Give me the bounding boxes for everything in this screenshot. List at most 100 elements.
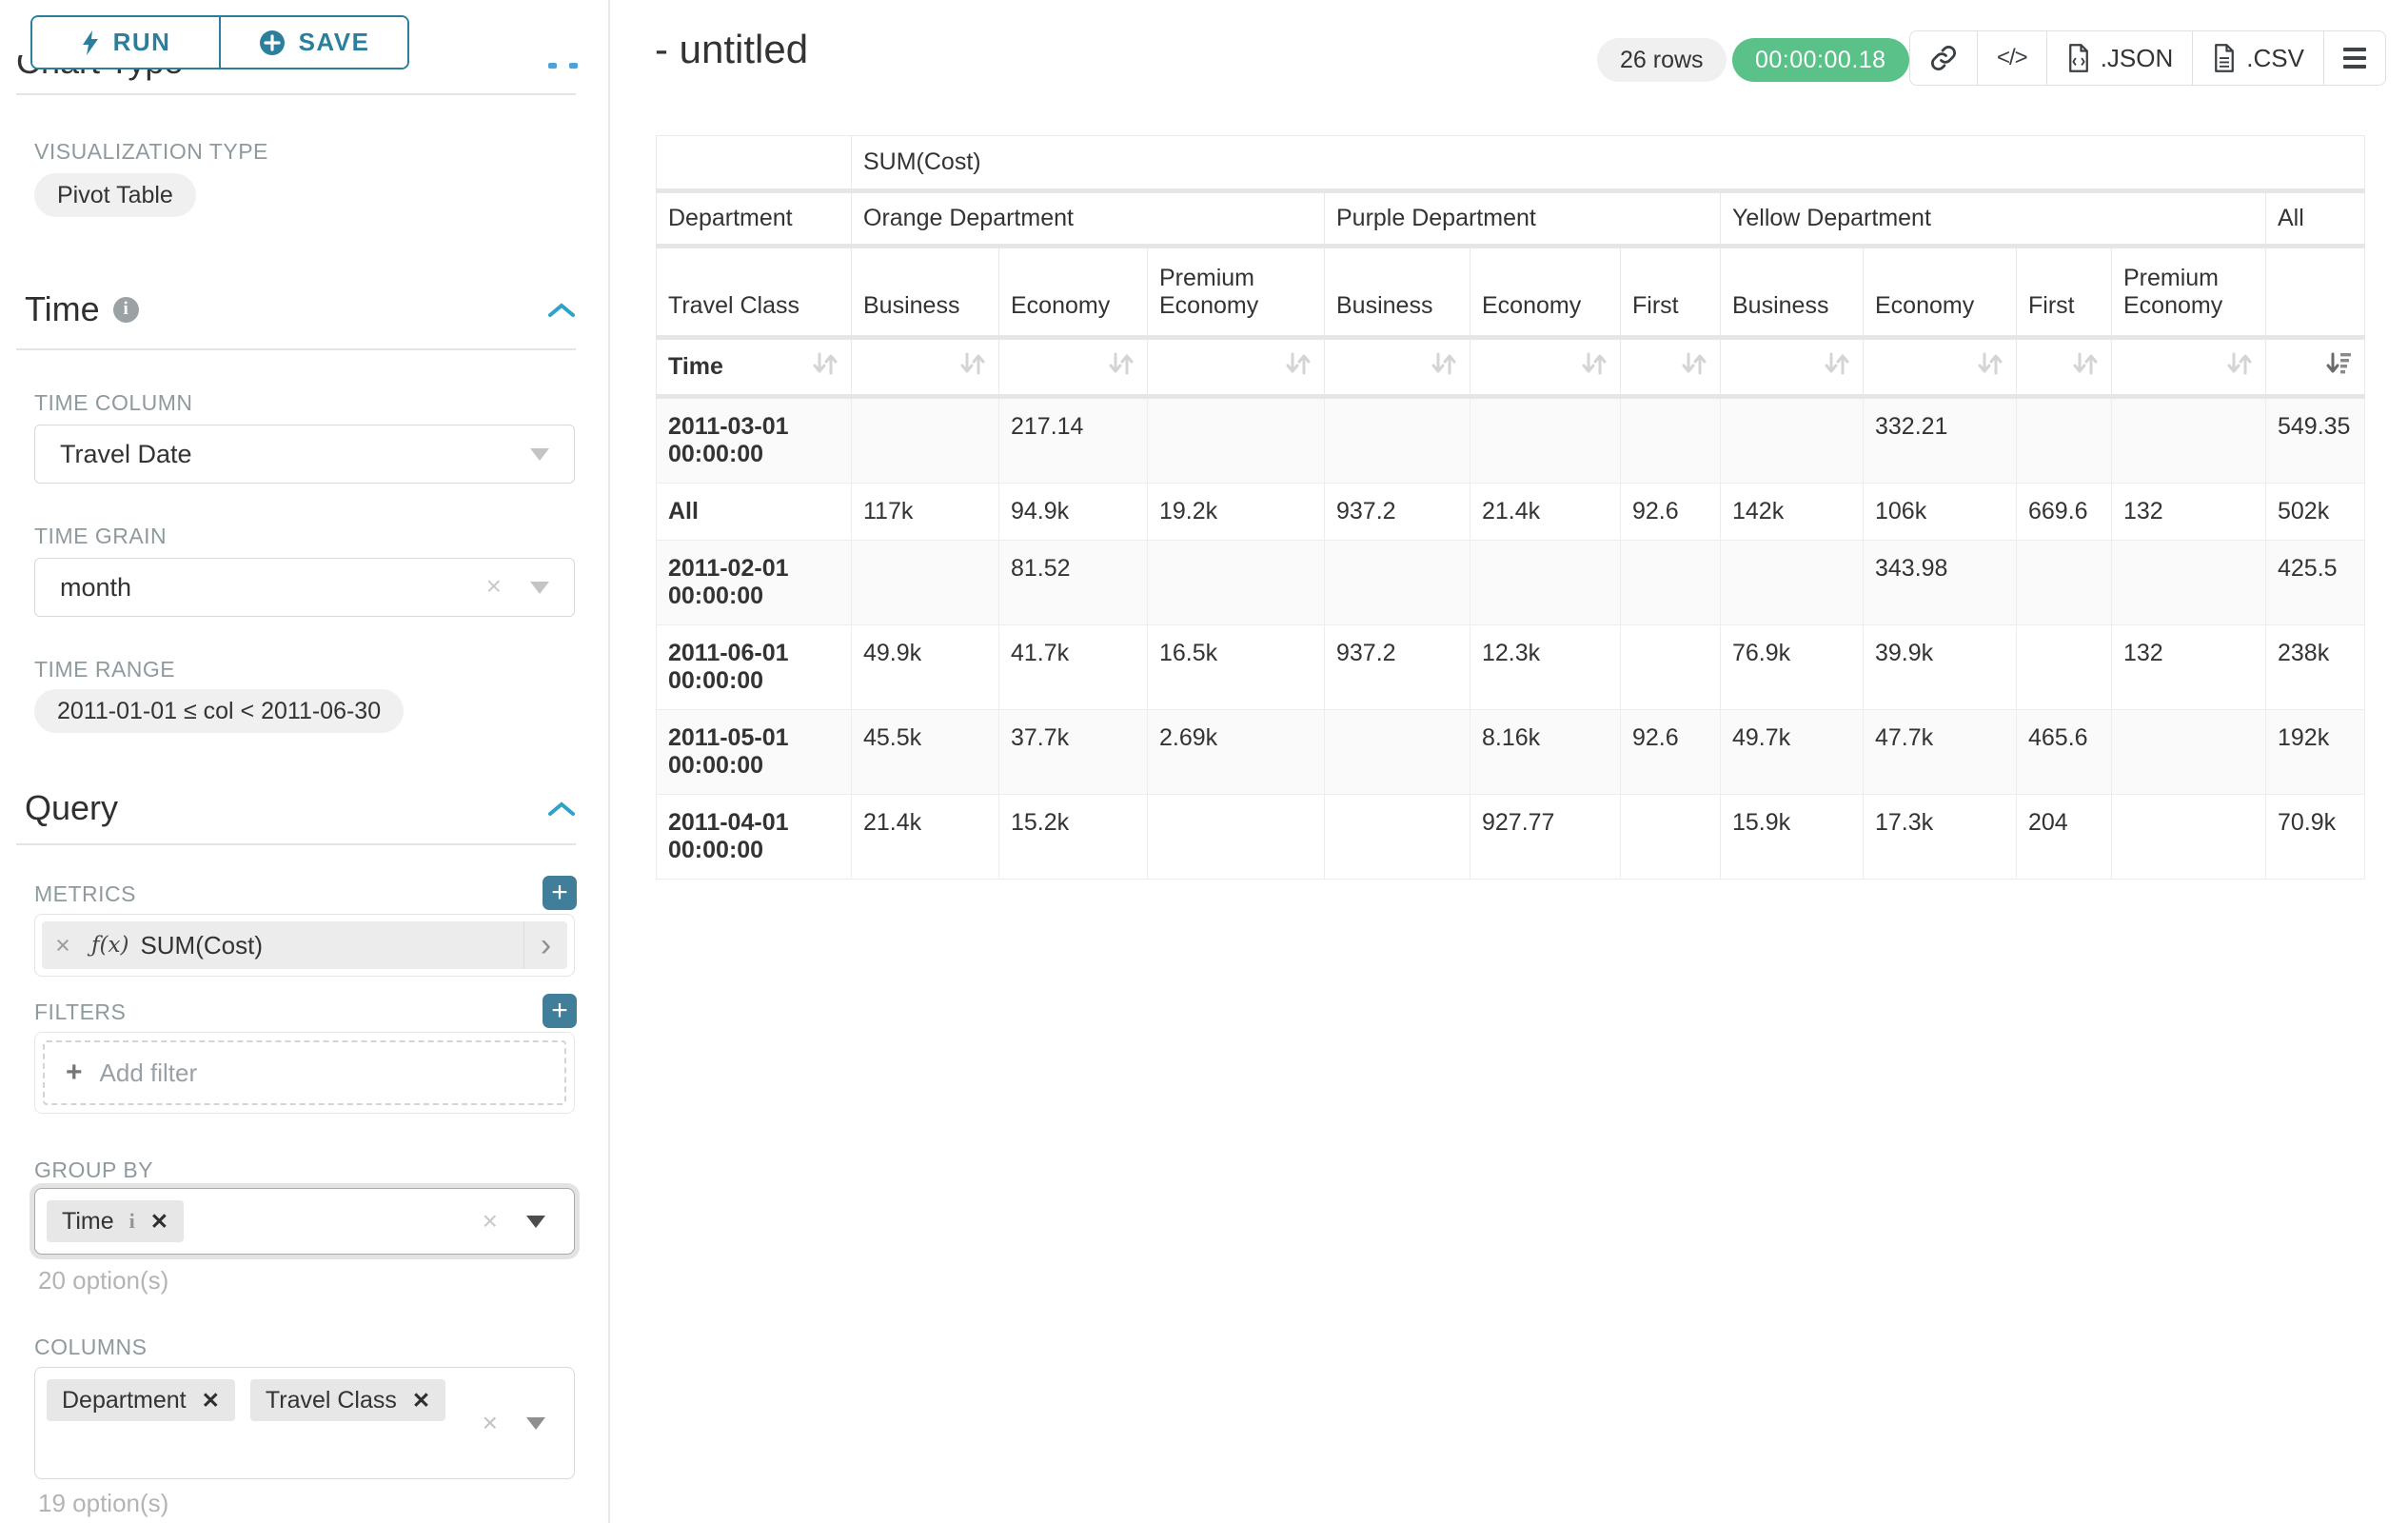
collapse-chevron-icon[interactable]: [546, 800, 577, 819]
sort-icon[interactable]: [1680, 351, 1708, 383]
expand-metric-icon[interactable]: ›: [523, 921, 567, 969]
pivot-cell: 41.7k: [998, 624, 1148, 710]
run-button[interactable]: RUN: [32, 17, 221, 68]
pivot-cell: [1470, 540, 1621, 625]
link-icon: [1931, 46, 1956, 70]
pivot-cell: 15.2k: [998, 794, 1148, 880]
table-row: All 117k 94.9k 19.2k 937.2 21.4k 92.6 142k 106k 6…: [656, 483, 2366, 541]
pivot-cell: 238k: [2264, 624, 2366, 710]
sort-icon[interactable]: [2071, 351, 2100, 383]
sort-icon[interactable]: [2225, 351, 2254, 383]
pivot-cell: 15.9k: [1720, 794, 1864, 880]
remove-tag-icon[interactable]: ✕: [201, 1387, 220, 1413]
sort-column-cell[interactable]: [1720, 337, 1864, 399]
columns-options-hint: 19 option(s): [38, 1489, 169, 1517]
sort-column-cell[interactable]: [1324, 337, 1470, 399]
sort-icon[interactable]: [958, 351, 987, 383]
panel-divider[interactable]: [608, 0, 610, 1523]
tag-label: Travel Class: [265, 1386, 397, 1414]
table-row: 2011-02-01 00:00:00 81.52 343.98 425.5: [656, 540, 2366, 625]
plus-circle-icon: [259, 30, 285, 55]
pivot-cell: 81.52: [998, 540, 1148, 625]
column-dimension-label: Travel Class: [656, 246, 852, 340]
pivot-cell: 204: [2016, 794, 2112, 880]
metrics-control: × ƒ(x) SUM(Cost) ›: [34, 914, 575, 977]
query-section-heading: Query: [25, 788, 118, 828]
metric-pill[interactable]: × ƒ(x) SUM(Cost) ›: [42, 921, 567, 969]
clear-icon[interactable]: ×: [482, 1408, 498, 1437]
pivot-cell: 92.6: [1620, 483, 1721, 541]
pivot-cell: [1324, 709, 1470, 795]
time-grain-select[interactable]: month ×: [34, 558, 575, 617]
sort-column-cell[interactable]: [2016, 337, 2112, 399]
sort-icon[interactable]: [811, 351, 839, 383]
pivot-cell: [2111, 540, 2266, 625]
filters-control: + Add filter: [34, 1032, 575, 1114]
sort-column-cell[interactable]: [1147, 337, 1325, 399]
embed-code-button[interactable]: </>: [1978, 31, 2047, 85]
sort-column-cell[interactable]: [2264, 337, 2366, 399]
remove-tag-icon[interactable]: ✕: [149, 1208, 169, 1234]
sort-icon[interactable]: [1284, 351, 1313, 383]
pivot-cell: 937.2: [1324, 483, 1470, 541]
add-filter-button[interactable]: +: [543, 994, 577, 1028]
collapse-chevron-icon[interactable]: [546, 301, 577, 320]
sort-icon[interactable]: [1107, 351, 1135, 383]
hamburger-icon: [2342, 48, 2366, 69]
department-group-header: Yellow Department: [1720, 190, 2266, 248]
export-csv-button[interactable]: .CSV: [2193, 31, 2324, 85]
sort-column-cell[interactable]: [1470, 337, 1621, 399]
sort-row-label-cell[interactable]: Time: [656, 337, 852, 399]
pivot-cell: [2016, 624, 2112, 710]
remove-tag-icon[interactable]: ✕: [411, 1387, 431, 1413]
row-label: All: [656, 483, 852, 541]
save-button[interactable]: SAVE: [221, 17, 407, 68]
export-json-button[interactable]: .JSON: [2047, 31, 2194, 85]
sort-column-cell[interactable]: [998, 337, 1148, 399]
sort-icon[interactable]: [1823, 351, 1851, 383]
time-range-pill[interactable]: 2011-01-01 ≤ col < 2011-06-30: [34, 689, 405, 733]
table-row: 2011-04-01 00:00:00 21.4k 15.2k 927.77 15.9k…: [656, 794, 2366, 880]
sort-column-cell[interactable]: [851, 337, 999, 399]
pivot-cell: 142k: [1720, 483, 1864, 541]
add-metric-button[interactable]: +: [543, 876, 577, 910]
pivot-cell: 343.98: [1863, 540, 2017, 625]
metrics-label: METRICS: [34, 881, 136, 906]
pivot-cell: 17.3k: [1863, 794, 2017, 880]
tag-label: Time: [62, 1207, 114, 1235]
pivot-cell: [1620, 396, 1721, 484]
sort-column-cell[interactable]: [1620, 337, 1721, 399]
sort-icon[interactable]: [1430, 351, 1458, 383]
columns-select[interactable]: Department ✕ Travel Class ✕ ×: [34, 1367, 575, 1479]
column-dimension-label: Department: [656, 190, 852, 248]
sort-column-cell[interactable]: [1863, 337, 2017, 399]
add-filter-dropzone[interactable]: + Add filter: [43, 1040, 566, 1105]
travel-class-header: Premium Economy: [1147, 246, 1325, 340]
pivot-cell: 106k: [1863, 483, 2017, 541]
more-menu-button[interactable]: [2324, 31, 2385, 85]
info-icon[interactable]: i: [128, 1209, 135, 1233]
remove-metric-icon[interactable]: ×: [55, 930, 70, 959]
info-icon[interactable]: i: [112, 296, 139, 323]
pivot-cell: 132: [2111, 483, 2266, 541]
clear-icon[interactable]: ×: [482, 1206, 498, 1236]
drag-handle-dots[interactable]: [548, 63, 578, 69]
travel-class-header: Business: [1720, 246, 1864, 340]
pivot-cell: 927.77: [1470, 794, 1621, 880]
pivot-cell: 2.69k: [1147, 709, 1325, 795]
pivot-cell: 49.9k: [851, 624, 999, 710]
group-by-tag: Time i ✕: [47, 1200, 185, 1242]
department-group-header: Purple Department: [1324, 190, 1721, 248]
sort-icon[interactable]: [1580, 351, 1609, 383]
copy-link-button[interactable]: [1910, 31, 1978, 85]
pivot-cell: [1620, 624, 1721, 710]
sort-icon[interactable]: [1976, 351, 2004, 383]
viz-type-pill[interactable]: Pivot Table: [34, 173, 196, 217]
time-column-select[interactable]: Travel Date: [34, 425, 575, 484]
pivot-cell: 132: [2111, 624, 2266, 710]
sort-column-cell[interactable]: [2111, 337, 2266, 399]
clear-icon[interactable]: ×: [485, 571, 502, 601]
group-by-select[interactable]: Time i ✕ ×: [34, 1188, 575, 1255]
sort-desc-active-icon[interactable]: [2324, 351, 2353, 383]
pivot-cell: [1470, 396, 1621, 484]
